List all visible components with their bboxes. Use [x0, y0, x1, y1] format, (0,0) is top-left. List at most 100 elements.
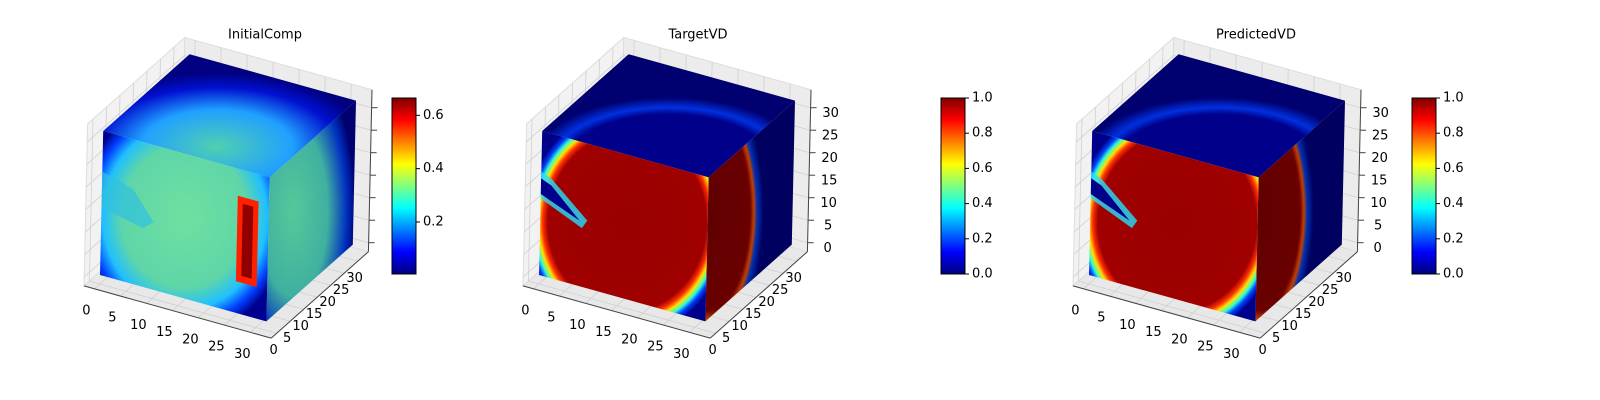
y-axis — [270, 251, 369, 339]
x-tick-label: 20 — [1171, 332, 1188, 347]
y-tick-label: 15 — [306, 307, 323, 322]
z-tick-label: 5 — [1374, 219, 1382, 234]
x-tick-label: 10 — [569, 318, 586, 333]
colorbar-tick-label: 0.8 — [1443, 126, 1464, 141]
z-tick-label: 25 — [822, 129, 839, 144]
z-tick-label: 15 — [1371, 174, 1388, 189]
panel-title: TargetVD — [667, 28, 727, 43]
x-tick-label: 15 — [1145, 325, 1162, 340]
z-tick-label: 15 — [821, 174, 838, 189]
y-axis — [709, 251, 808, 339]
y-tick-label: 10 — [1281, 319, 1298, 334]
z-tick-label: 20 — [821, 151, 838, 166]
y-tick-label: 30 — [1335, 271, 1352, 286]
x-tick-label: 25 — [647, 340, 664, 355]
z-axis — [1356, 89, 1362, 252]
y-tick-label: 0 — [269, 343, 277, 358]
cube-front — [539, 131, 709, 322]
colorbar-tick-label: 0.0 — [972, 267, 993, 282]
z-tick-label: 10 — [820, 196, 837, 211]
x-tick-label: 25 — [208, 340, 225, 355]
grid-line — [1077, 119, 1266, 334]
z-axis — [367, 89, 373, 252]
x-tick-label: 25 — [1197, 340, 1214, 355]
z-tick-label: 30 — [1372, 106, 1389, 121]
cube-front — [100, 131, 270, 322]
cube-feature — [540, 171, 588, 229]
cube-feature — [1090, 171, 1138, 229]
x-axis — [1072, 285, 1261, 339]
cube-top — [1092, 54, 1345, 178]
y-tick-label: 10 — [292, 319, 309, 334]
y-tick-label: 5 — [1272, 331, 1280, 346]
cube-feature — [540, 178, 580, 221]
y-tick-label: 20 — [1308, 295, 1325, 310]
colorbar-tick-label: 0.8 — [972, 126, 993, 141]
x-tick-label: 15 — [156, 325, 173, 340]
z-tick-label: 10 — [1370, 196, 1387, 211]
z-tick-label: 20 — [1371, 151, 1388, 166]
colorbar-tick-label: 1.0 — [1443, 91, 1464, 106]
colorbar-tick-label: 1.0 — [972, 91, 993, 106]
z-tick-label: 0 — [823, 241, 831, 256]
colorbar-tick-label: 0.6 — [423, 108, 444, 123]
cube-feature — [101, 171, 154, 229]
cube-feature — [241, 203, 254, 279]
y-axis — [1259, 251, 1358, 339]
colorbar-tick-label: 0.4 — [423, 161, 444, 176]
y-tick-label: 30 — [346, 271, 363, 286]
grid-line — [527, 119, 716, 334]
y-tick-label: 25 — [772, 283, 789, 298]
cube-side — [266, 100, 356, 322]
z-tick-label: 5 — [824, 219, 832, 234]
x-tick-label: 30 — [1223, 347, 1240, 362]
x-tick-label: 5 — [1097, 311, 1105, 326]
y-tick-label: 15 — [1295, 307, 1312, 322]
colorbar — [940, 97, 966, 275]
cube-front — [1089, 131, 1259, 322]
colorbar — [391, 97, 417, 275]
y-tick-label: 25 — [333, 283, 350, 298]
x-tick-label: 30 — [673, 347, 690, 362]
z-tick-label: 0 — [1373, 241, 1381, 256]
cube-side — [1255, 100, 1345, 322]
x-tick-label: 0 — [82, 303, 90, 318]
colorbar-tick-label: 0.4 — [1443, 196, 1464, 211]
z-axis — [806, 89, 812, 252]
x-tick-label: 10 — [130, 318, 147, 333]
y-tick-label: 20 — [758, 295, 775, 310]
cube-top — [103, 54, 356, 178]
x-tick-label: 10 — [1119, 318, 1136, 333]
x-tick-label: 0 — [1071, 303, 1079, 318]
y-tick-label: 20 — [319, 295, 336, 310]
colorbar-tick-label: 0.4 — [972, 196, 993, 211]
x-tick-label: 5 — [547, 311, 555, 326]
x-tick-label: 15 — [595, 325, 612, 340]
x-axis — [522, 285, 711, 339]
x-tick-label: 20 — [182, 332, 199, 347]
panel-title: PredictedVD — [1216, 28, 1296, 43]
colorbar-tick-label: 0.0 — [1443, 267, 1464, 282]
colorbar-tick-label: 0.2 — [972, 231, 993, 246]
y-tick-label: 5 — [283, 331, 291, 346]
z-tick-label: 25 — [1372, 129, 1389, 144]
colorbar-tick-label: 0.2 — [423, 215, 444, 230]
cube-feature — [1090, 178, 1130, 221]
y-tick-label: 5 — [722, 331, 730, 346]
cube-side — [705, 100, 795, 322]
colorbar — [1411, 97, 1437, 275]
colorbar-tick-label: 0.2 — [1443, 231, 1464, 246]
colorbar-tick-label: 0.6 — [972, 161, 993, 176]
colorbar-tick-label: 0.6 — [1443, 161, 1464, 176]
cube-top — [542, 54, 795, 178]
x-tick-label: 5 — [108, 311, 116, 326]
grid-line — [88, 119, 277, 334]
x-axis — [83, 285, 272, 339]
x-tick-label: 0 — [521, 303, 529, 318]
y-tick-label: 10 — [731, 319, 748, 334]
y-tick-label: 15 — [745, 307, 762, 322]
